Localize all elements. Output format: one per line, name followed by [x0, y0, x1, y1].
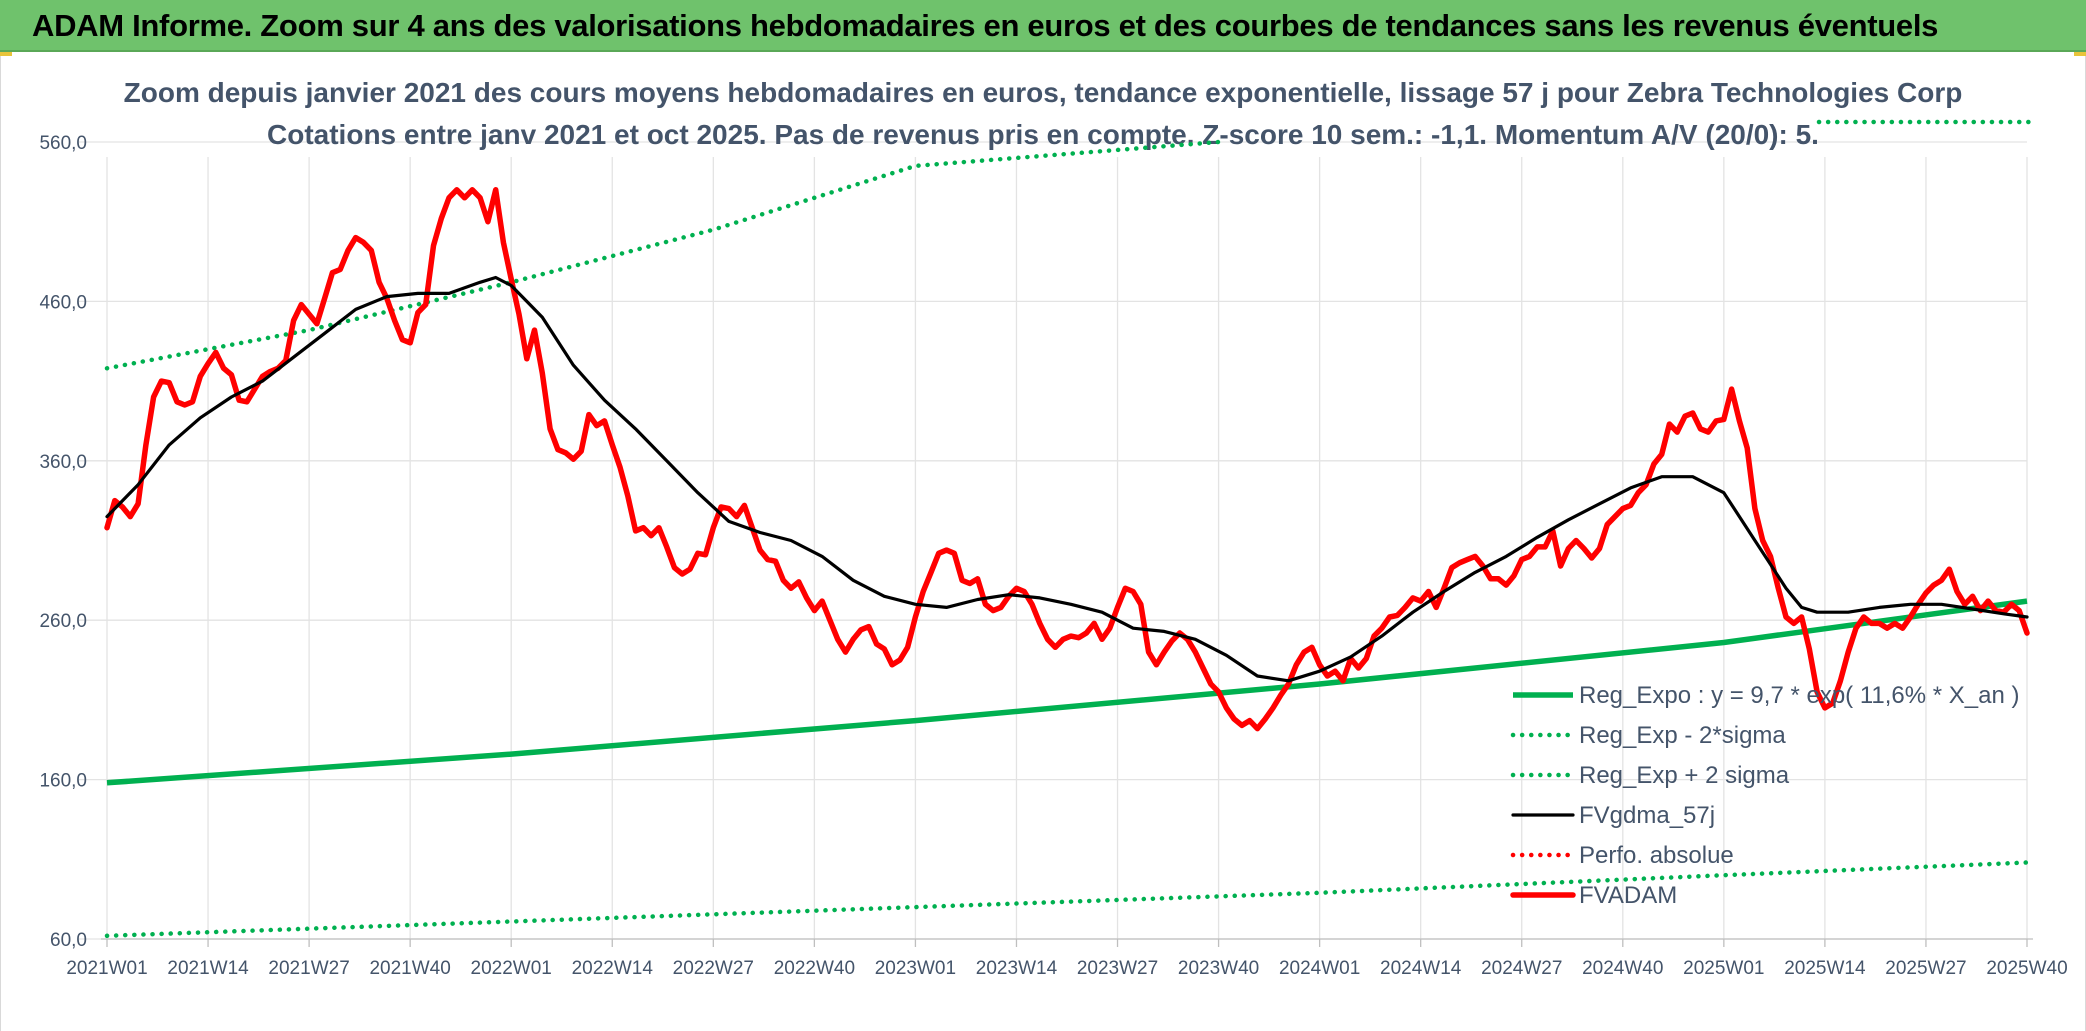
x-tick-label: 2022W27 [673, 958, 754, 979]
x-axis-ticks: 2021W01 2021W14 2021W27 2021W40 2022W01 2022W… [66, 958, 2067, 979]
x-tick-label: 2023W27 [1077, 958, 1158, 979]
series-layer [104, 139, 2030, 939]
x-tick-label: 2024W14 [1380, 958, 1462, 979]
x-tick-label: 2025W01 [1683, 958, 1764, 979]
x-tick-label: 2021W01 [66, 958, 147, 979]
series-line-3 [105, 275, 2029, 683]
chart-subtitle: Cotations entre janv 2021 et oct 2025. P… [267, 119, 1819, 150]
corner-tab-right [2074, 52, 2086, 56]
gridlines [79, 141, 2033, 947]
y-tick-label: 360,0 [39, 452, 87, 473]
x-tick-label: 2023W14 [976, 958, 1058, 979]
chart-svg: Zoom depuis janvier 2021 des cours moyen… [39, 77, 2067, 979]
x-tick-label: 2022W14 [572, 958, 654, 979]
report-banner: ADAM Informe. Zoom sur 4 ans des valoris… [0, 0, 2086, 52]
x-tick-label: 2022W01 [471, 958, 552, 979]
x-tick-label: 2024W01 [1279, 958, 1360, 979]
legend-label: FVgdma_57j [1579, 802, 1715, 829]
legend-label: Reg_Expo : y = 9,7 * exp( 11,6% * X_an ) [1579, 682, 2019, 709]
chart-area: Zoom depuis janvier 2021 des cours moyen… [0, 52, 2086, 1031]
x-tick-label: 2024W40 [1582, 958, 1663, 979]
y-tick-label: 160,0 [39, 771, 87, 792]
y-tick-label: 460,0 [39, 292, 87, 313]
banner-title: ADAM Informe. Zoom sur 4 ans des valoris… [32, 8, 1939, 43]
legend-label: Reg_Exp - 2*sigma [1579, 722, 1786, 749]
series-line-2 [104, 139, 1221, 371]
y-tick-label: 260,0 [39, 611, 87, 632]
x-tick-label: 2023W40 [1178, 958, 1259, 979]
x-tick-label: 2023W01 [875, 958, 956, 979]
corner-tab-left [0, 52, 12, 56]
legend-label: Perfo. absolue [1579, 842, 1734, 869]
y-tick-label: 560,0 [39, 133, 87, 154]
chart-legend: Reg_Expo : y = 9,7 * exp( 11,6% * X_an )… [1510, 682, 2019, 909]
y-axis-ticks: 60,0 160,0 260,0 360,0 460,0 560,0 [39, 133, 87, 951]
x-tick-label: 2024W27 [1481, 958, 1562, 979]
x-tick-label: 2025W27 [1885, 958, 1966, 979]
legend-label: FVADAM [1579, 882, 1677, 909]
x-tick-label: 2021W40 [369, 958, 450, 979]
y-tick-label: 60,0 [50, 930, 87, 951]
x-tick-label: 2021W27 [268, 958, 349, 979]
series-line-5 [104, 187, 2030, 732]
series-line-1 [104, 860, 2030, 939]
x-tick-label: 2021W14 [167, 958, 249, 979]
x-tick-label: 2025W14 [1784, 958, 1866, 979]
x-tick-label: 2025W40 [1986, 958, 2067, 979]
chart-title: Zoom depuis janvier 2021 des cours moyen… [124, 77, 1963, 108]
legend-label: Reg_Exp + 2 sigma [1579, 762, 1790, 789]
series-line-0 [106, 598, 2028, 786]
x-tick-label: 2022W40 [774, 958, 855, 979]
